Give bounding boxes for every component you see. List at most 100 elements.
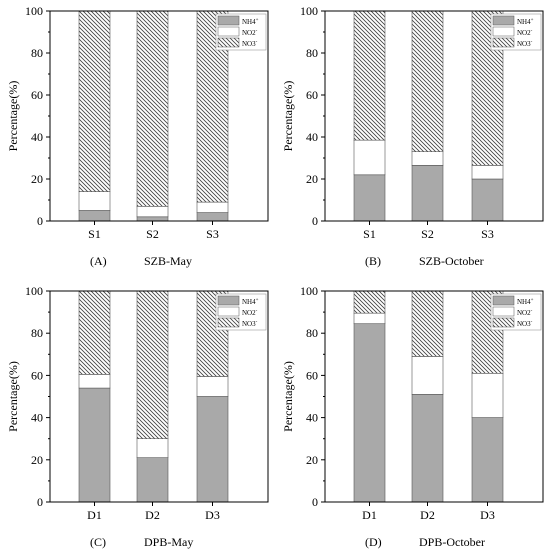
legend-label-text: NO3 [242,40,256,48]
legend-label: NO3- [517,40,533,48]
y-axis-label: Percentage(%) [6,361,20,432]
no2-bar-segment [78,374,111,389]
y-tick-label: 0 [312,214,318,228]
nh4-bar-segment [353,174,386,222]
legend-swatch-no3 [492,37,515,48]
legend-swatch-no2 [217,26,240,37]
nh4-bar-segment [136,216,169,222]
y-tick-label: 80 [306,326,318,340]
y-tick-label: 60 [31,368,43,382]
legend-label-text: NO2 [517,309,531,317]
legend-label: NH4+ [517,18,534,26]
legend-label: NH4+ [242,298,259,306]
no3-bar-segment [411,10,444,152]
no2-bar-segment [471,165,504,180]
nh4-bar-segment [471,417,504,503]
x-tick-label: S1 [363,227,376,241]
y-tick-label: 20 [306,453,318,467]
legend-label-text: NO2 [242,29,256,37]
nh4-bar-segment [136,457,169,503]
no3-bar-segment [411,290,444,357]
legend-label-charge: - [531,40,533,45]
y-tick-label: 0 [312,495,318,509]
x-tick-label: D2 [145,508,160,522]
legend-swatch-no3 [217,37,240,48]
legend-label-charge: - [256,29,258,34]
y-tick-label: 20 [31,453,43,467]
y-tick-label: 80 [31,46,43,60]
y-tick-label: 100 [25,284,43,298]
y-axis-label: Percentage(%) [281,361,295,432]
legend-label-charge: - [256,320,258,325]
y-tick-label: 20 [31,172,43,186]
no3-bar-segment [136,290,169,439]
y-tick-label: 40 [31,130,43,144]
legend-swatch-no3 [217,317,240,328]
legend-label-charge: + [531,18,534,23]
nh4-bar-segment [78,210,111,222]
legend-label: NH4+ [517,298,534,306]
panel-label: (D) [365,535,382,549]
legend-label-text: NO3 [517,320,531,328]
legend-label-charge: - [256,40,258,45]
legend-swatch-no3 [492,317,515,328]
no3-bar-segment [136,10,169,207]
x-tick-label: S3 [206,227,219,241]
x-tick-label: S2 [146,227,159,241]
chart-panel-c: D1 D2 D3020406080100Percentage(%)NH4+NO2-N… [6,284,269,549]
legend: NH4+NO2-NO3- [215,13,267,51]
panel-label: (B) [365,254,381,268]
no2-bar-segment [471,372,504,418]
no2-bar-segment [353,312,386,325]
legend-label: NO3- [242,40,258,48]
legend-swatch-nh4 [217,295,240,306]
panel-title: SZB-October [419,254,484,268]
no2-bar-segment [196,376,229,397]
no2-bar-segment [353,139,386,176]
y-tick-label: 80 [306,46,318,60]
panel-label: (A) [90,254,107,268]
nh4-bar-segment [78,387,111,503]
y-tick-label: 0 [37,214,43,228]
nh4-bar-segment [353,323,386,503]
x-tick-label: D1 [87,508,102,522]
no2-bar-segment [411,356,444,395]
legend: NH4+NO2-NO3- [490,13,542,51]
panel-title: SZB-May [144,254,192,268]
nh4-bar-segment [411,394,444,503]
legend-label: NO2- [517,309,533,317]
y-axis-label: Percentage(%) [281,81,295,152]
panel-title: DPB-May [144,535,193,549]
no3-bar-segment [78,10,111,192]
legend-label-charge: - [531,29,533,34]
legend-label: NO2- [517,29,533,37]
y-tick-label: 100 [25,4,43,18]
y-tick-label: 40 [31,411,43,425]
no2-bar-segment [196,201,229,213]
y-axis-label: Percentage(%) [6,81,20,152]
x-tick-label: D3 [205,508,220,522]
y-tick-label: 40 [306,411,318,425]
legend-label-text: NO3 [242,320,256,328]
legend-label-text: NO2 [517,29,531,37]
legend-label: NH4+ [242,18,259,26]
legend-label-charge: + [531,298,534,303]
chart-panel-b: S1 S2 S3020406080100Percentage(%)NH4+NO2-N… [281,4,544,268]
y-tick-label: 100 [300,284,318,298]
no2-bar-segment [78,191,111,211]
x-tick-label: D3 [480,508,495,522]
legend: NH4+NO2-NO3- [215,293,267,331]
x-tick-label: S3 [481,227,494,241]
legend-label-charge: + [256,18,259,23]
y-tick-label: 20 [306,172,318,186]
legend-swatch-nh4 [492,15,515,26]
legend-label-text: NH4 [242,298,256,306]
chart-panel-a: S1 S2 S3020406080100Percentage(%)NH4+NO2-N… [6,4,269,268]
legend-swatch-no2 [217,306,240,317]
legend-swatch-nh4 [492,295,515,306]
y-tick-label: 60 [306,368,318,382]
y-tick-label: 0 [37,495,43,509]
y-tick-label: 40 [306,130,318,144]
x-tick-label: S1 [88,227,101,241]
